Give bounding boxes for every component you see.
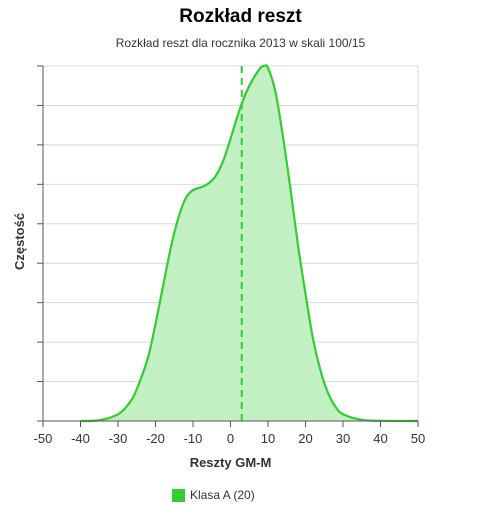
x-tick-label: -20	[146, 431, 165, 446]
x-axis-ticks: -50 -40 -30 -20 -10 0 10 20 30 40 50	[34, 421, 425, 446]
x-tick-label: 20	[298, 431, 312, 446]
x-tick-label: 40	[373, 431, 387, 446]
grid-lines	[43, 65, 419, 422]
legend-label: Klasa A (20)	[190, 488, 255, 502]
chart-plot: -50 -40 -30 -20 -10 0 10 20 30 40 50 Reszty GM-M C…	[12, 64, 425, 470]
x-axis-label: Reszty GM-M	[190, 455, 272, 470]
x-tick-label: -40	[71, 431, 90, 446]
legend-swatch	[172, 488, 185, 502]
x-tick-label: 30	[336, 431, 350, 446]
x-tick-label: -50	[34, 431, 53, 446]
x-tick-label: 50	[411, 431, 425, 446]
chart-subtitle: Rozkład reszt dla rocznika 2013 w skali …	[115, 36, 366, 50]
series-area-fill	[80, 65, 418, 422]
x-tick-label: 0	[227, 431, 234, 446]
x-tick-label: 10	[261, 431, 275, 446]
x-tick-label: -10	[184, 431, 203, 446]
chart-title: Rozkład reszt	[179, 6, 302, 27]
x-tick-label: -30	[109, 431, 128, 446]
legend[interactable]: Klasa A (20)	[172, 488, 255, 502]
y-axis-label: Częstość	[12, 213, 27, 270]
